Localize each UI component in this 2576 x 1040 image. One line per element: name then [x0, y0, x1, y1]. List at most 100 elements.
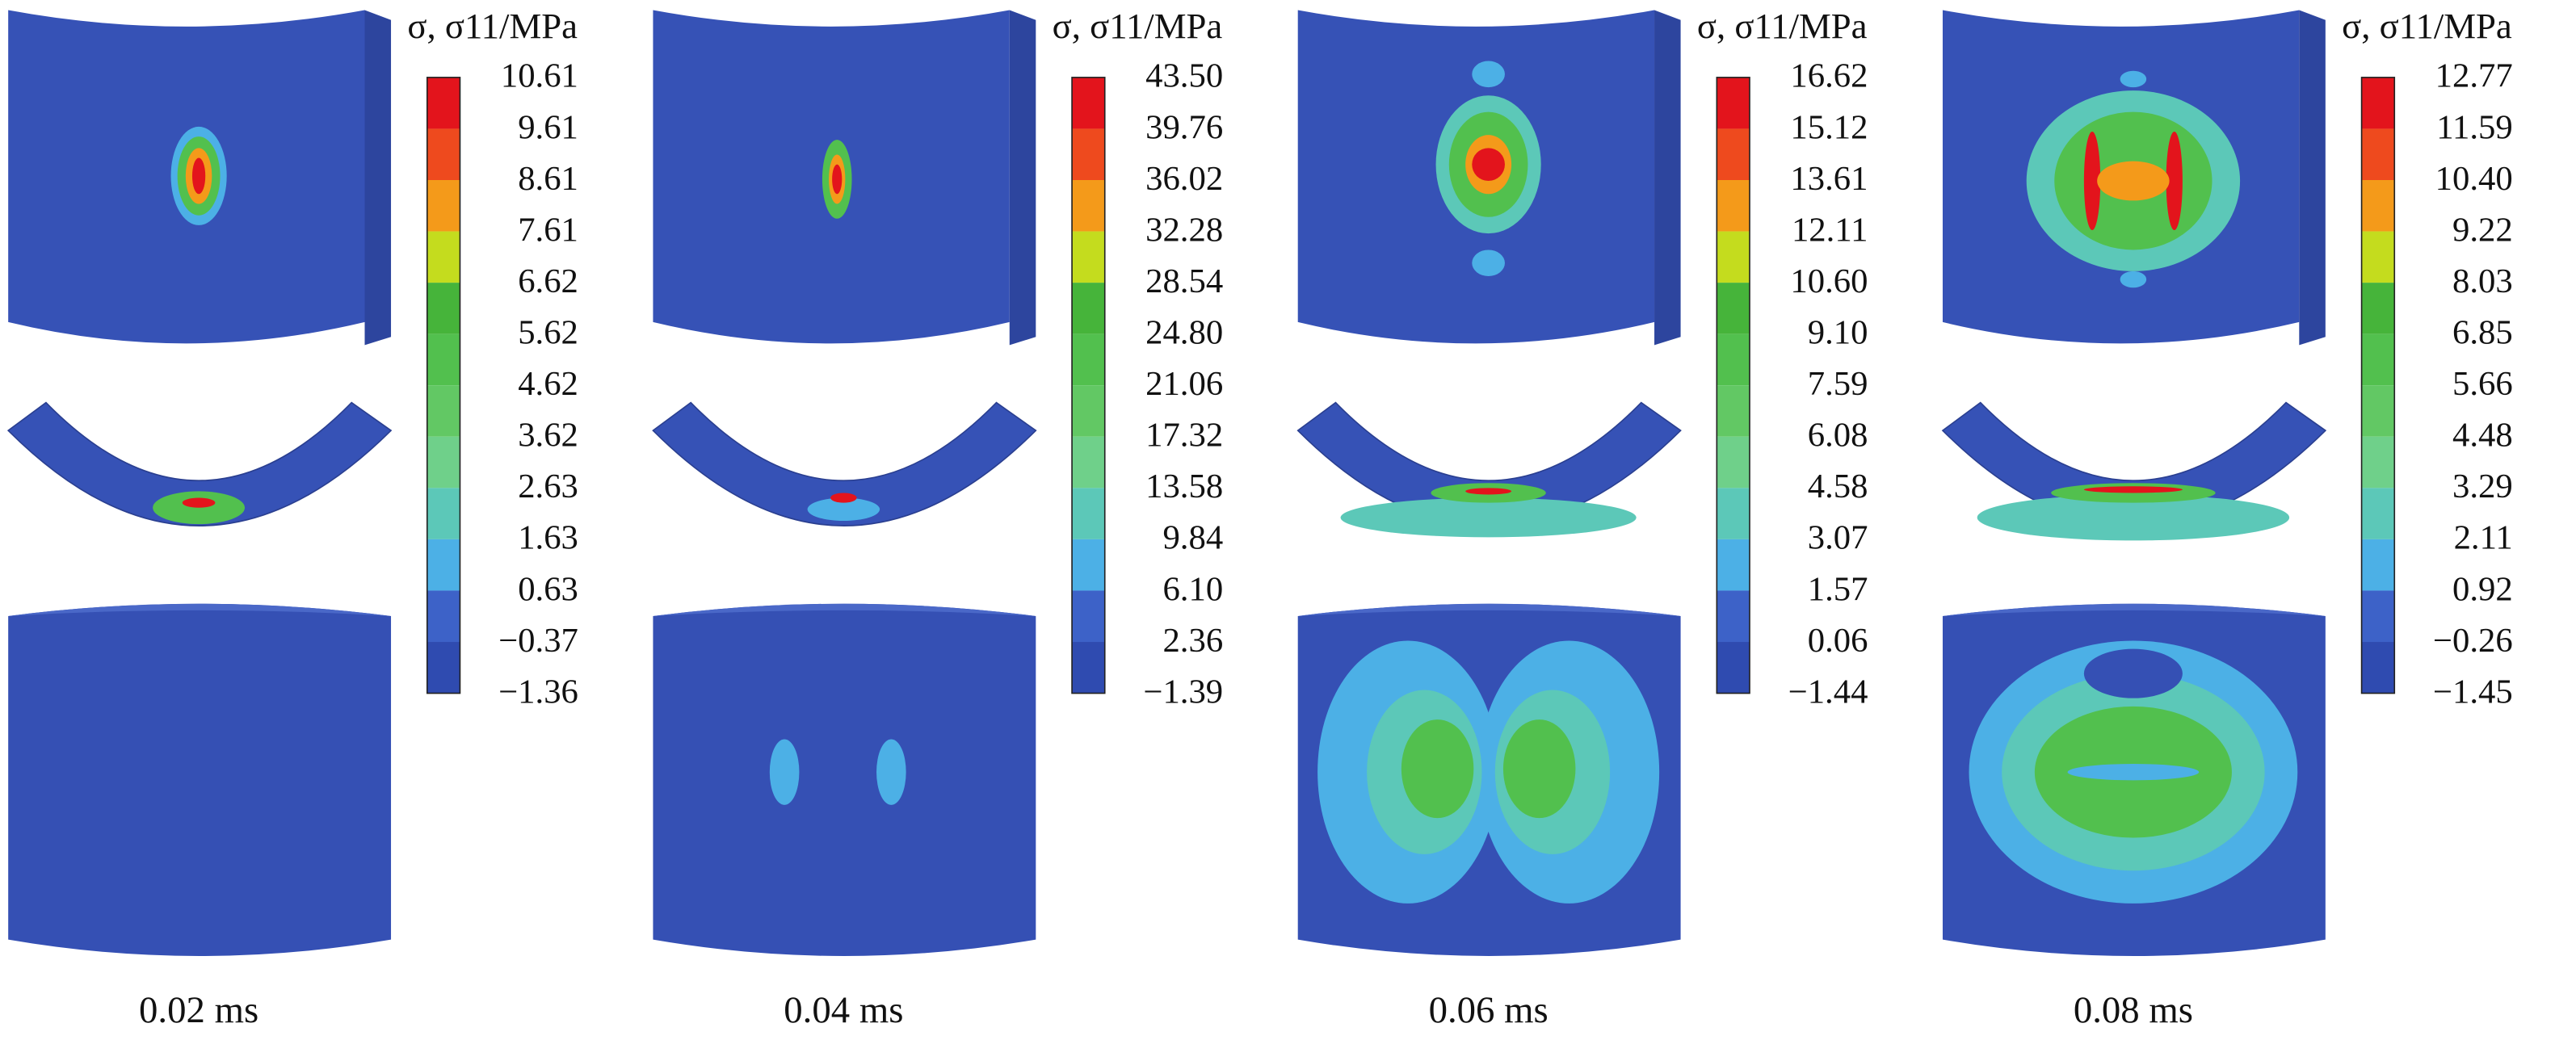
legend-title: σ, σ11/MPa [1697, 6, 1868, 46]
contour [832, 164, 843, 195]
legend-value: 24.80 [1145, 314, 1223, 352]
legend-title: σ, σ11/MPa [2342, 6, 2512, 46]
contour [182, 497, 216, 508]
cylinder [653, 603, 1036, 956]
contour [191, 157, 206, 195]
colorbar-bin [427, 488, 460, 539]
cylinder-cap [8, 603, 392, 616]
colorbar-bin [1717, 488, 1750, 539]
contour [2120, 270, 2147, 288]
contour [2067, 764, 2200, 781]
colorbar-bin [427, 642, 460, 694]
legend-value: 5.66 [2452, 365, 2513, 403]
legend-value: 43.50 [1145, 57, 1223, 95]
colorbar-bin [1717, 180, 1750, 232]
colorbar-bin [1717, 333, 1750, 386]
legend-value: 10.40 [2435, 160, 2513, 198]
legend-value: 9.10 [1808, 314, 1868, 352]
legend-value: 3.62 [518, 417, 578, 455]
slab-side [364, 10, 392, 346]
colorbar-bin [1072, 539, 1105, 591]
ring [652, 401, 1037, 526]
colorbar-bin [427, 590, 460, 643]
legend-value: 36.02 [1145, 160, 1223, 198]
legend-value: 7.59 [1808, 365, 1868, 403]
legend-value: 6.10 [1162, 570, 1223, 608]
contour [807, 497, 880, 522]
contour [830, 493, 857, 503]
contour [2083, 132, 2101, 231]
contour [1977, 494, 2290, 541]
colorbar-bin [2361, 436, 2395, 489]
colorbar-bin [1717, 231, 1750, 283]
contour [2097, 161, 2170, 201]
panel: σ, σ11/MPa 12.77 11.59 10.40 9.22 8.03 6.85 5.6… [1941, 6, 2513, 1031]
legend-title: σ, σ11/MPa [1053, 6, 1223, 46]
colorbar-bin [1717, 590, 1750, 643]
contour [2166, 132, 2183, 231]
legend-value: 32.28 [1145, 211, 1223, 249]
legend-value: 13.61 [1790, 160, 1868, 198]
colorbar-bin [1717, 385, 1750, 437]
colorbar-bin [1072, 385, 1105, 437]
time-label: 0.06 ms [1429, 989, 1549, 1031]
contour [1401, 719, 1474, 819]
legend-value: 6.85 [2452, 314, 2513, 352]
colorbar-bin [2361, 77, 2395, 129]
colorbar-bin [2361, 385, 2395, 437]
colorbar-frame [1071, 77, 1106, 694]
colorbar-bin [1717, 436, 1750, 489]
legend-value: 7.61 [518, 211, 578, 249]
contour [1472, 250, 1505, 276]
colorbar-bin [427, 231, 460, 283]
legend-value: −0.26 [2433, 622, 2513, 660]
legend-value: 9.61 [518, 108, 578, 146]
legend-value: 12.11 [1792, 211, 1868, 249]
slab-side [1009, 10, 1036, 346]
colorbar-bin [427, 436, 460, 489]
legend-value: 4.48 [2452, 417, 2513, 455]
legend-value: −1.45 [2433, 673, 2513, 711]
colorbar-bin [427, 385, 460, 437]
contour [2083, 486, 2183, 493]
legend-value: 15.12 [1790, 108, 1868, 146]
legend-value: 1.63 [518, 519, 578, 557]
legend-value: 2.11 [2454, 519, 2513, 557]
colorbar-frame [1716, 77, 1750, 694]
colorbar-bin [1717, 642, 1750, 694]
contour [1465, 488, 1512, 495]
colorbar-bin [1072, 642, 1105, 694]
colorbar-bin [1072, 436, 1105, 489]
legend-value: 9.22 [2452, 211, 2513, 249]
legend-value: 17.32 [1145, 417, 1223, 455]
legend-value: 11.59 [2436, 108, 2512, 146]
legend-value: 0.63 [518, 570, 578, 608]
legend-value: 6.08 [1808, 417, 1868, 455]
panel: σ, σ11/MPa 43.50 39.76 36.02 32.28 28.54 24.80… [652, 6, 1223, 1031]
time-label: 0.04 ms [784, 989, 903, 1031]
colorbar-bin [2361, 180, 2395, 232]
cylinder [8, 603, 392, 956]
legend-value: 10.61 [501, 57, 578, 95]
colorbar-bin [1717, 128, 1750, 181]
colorbar-bin [1072, 283, 1105, 334]
legend-value: −0.37 [498, 622, 578, 660]
legend-value: 28.54 [1145, 262, 1223, 300]
legend-value: 3.07 [1808, 519, 1868, 557]
ring [6, 401, 393, 526]
colorbar-bin [1072, 333, 1105, 386]
colorbar-bin [1072, 590, 1105, 643]
colorbar-bin [427, 128, 460, 181]
colorbar-bin [2361, 539, 2395, 591]
cylinder-cap [1297, 603, 1681, 616]
legend-value: 3.29 [2452, 468, 2513, 505]
colorbar-bin [2361, 231, 2395, 283]
legend-value: 10.60 [1790, 262, 1868, 300]
legend-value: 12.77 [2435, 57, 2513, 95]
contour [1472, 61, 1505, 88]
legend-value: 8.61 [518, 160, 578, 198]
contour [876, 739, 906, 805]
colorbar-bin [427, 180, 460, 232]
cylinder-cap [653, 603, 1036, 616]
colorbar-frame [426, 77, 461, 694]
